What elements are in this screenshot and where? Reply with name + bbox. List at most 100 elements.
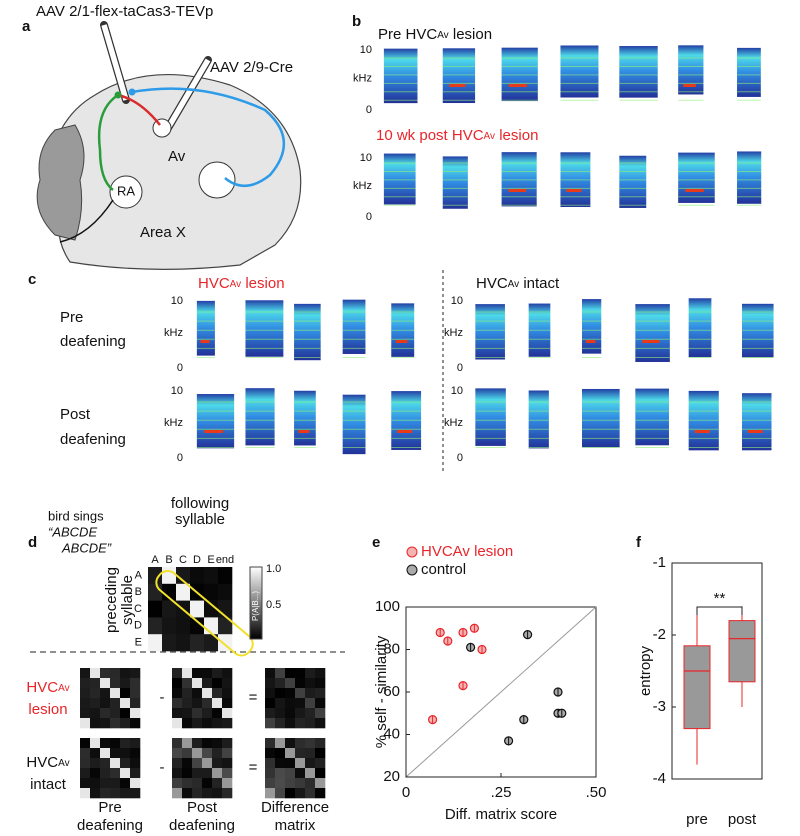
scale-bar [766, 453, 786, 456]
spectrogram-syllable [528, 390, 549, 449]
matrix-cell [218, 567, 233, 585]
matrix-cell [222, 738, 233, 749]
title-part: lesion [495, 127, 538, 144]
label: preceding [103, 567, 120, 633]
title: 10 wk post HVCAv lesion [376, 127, 538, 144]
matrix-cell [285, 778, 296, 789]
label: kHz [353, 180, 372, 192]
matrix-cell [90, 748, 101, 759]
spectrogram-peak [747, 430, 763, 433]
matrix-cell [275, 718, 286, 729]
matrix-cell [90, 688, 101, 699]
label: syllable [119, 575, 136, 625]
label: 60 [383, 683, 400, 700]
matrix-cell [192, 708, 203, 719]
label: b [352, 13, 361, 30]
matrix-cell [120, 778, 131, 789]
spectrogram-syllable [245, 388, 275, 446]
matrix-cell [172, 698, 183, 709]
scale-bar [412, 453, 432, 456]
label: end [216, 554, 234, 566]
matrix-cell [100, 738, 111, 749]
matrix-cell [222, 698, 233, 709]
label: .50 [586, 784, 607, 801]
matrix-cell [192, 688, 203, 699]
matrix-cell [285, 688, 296, 699]
matrix-cell [120, 788, 131, 799]
matrix-cell [202, 688, 213, 699]
label: kHz [164, 417, 183, 429]
matrix-cell [275, 758, 286, 769]
matrix-cell [172, 738, 183, 749]
label: deafening [60, 431, 126, 448]
matrix-cell [192, 768, 203, 779]
label: deafening [77, 817, 143, 834]
label: 0 [366, 104, 372, 116]
matrix-cell [285, 718, 296, 729]
matrix-cell [202, 748, 213, 759]
matrix-cell [148, 567, 163, 585]
matrix-cell [162, 617, 177, 635]
title: HVCAv lesion [198, 275, 285, 292]
matrix-cell [120, 708, 131, 719]
matrix-cell [204, 583, 219, 601]
matrix-cell [162, 567, 177, 585]
label: control [421, 561, 466, 578]
label: 1.0 [266, 563, 281, 575]
spectrogram-syllable [582, 388, 620, 448]
spectrogram-peak [298, 430, 310, 433]
spectrogram-syllable [196, 394, 235, 449]
spectrogram-syllable [245, 300, 284, 357]
label: kHz [444, 417, 463, 429]
matrix-cell [202, 698, 213, 709]
matrix-cell [265, 678, 276, 689]
matrix-cell [295, 698, 306, 709]
matrix-cell [265, 718, 276, 729]
matrix-cell [192, 748, 203, 759]
spectrogram-syllable [635, 388, 669, 446]
label: “ABCDE [48, 524, 97, 539]
label: A [151, 554, 159, 566]
title-part: intact [519, 275, 560, 292]
matrix-cell [275, 738, 286, 749]
matrix-cell [176, 567, 191, 585]
matrix-cell [190, 600, 205, 618]
label: Pre [98, 799, 121, 816]
matrix-cell [80, 668, 91, 679]
matrix-cell [265, 768, 276, 779]
label: -4 [653, 770, 666, 787]
box [728, 620, 756, 683]
spectrogram-peak [449, 84, 466, 87]
yellow-outline [155, 569, 254, 657]
matrix-cell [275, 778, 286, 789]
label: Area X [140, 224, 186, 241]
matrix-cell [148, 617, 163, 635]
label: E [135, 637, 142, 649]
title-part: Av [484, 131, 496, 142]
label: a [22, 18, 31, 35]
matrix-cell [315, 668, 326, 679]
label: B [165, 554, 172, 566]
label: - [160, 689, 165, 706]
label: c [28, 271, 36, 288]
label: A [135, 569, 143, 581]
matrix-cell [80, 788, 91, 799]
title-part: HVC [198, 275, 230, 292]
matrix-cell [305, 738, 316, 749]
matrix-cell [172, 758, 183, 769]
label: AAV 2/9-Cre [210, 59, 293, 76]
matrix-cell [222, 788, 233, 799]
matrix-cell [305, 748, 316, 759]
matrix-cell [110, 738, 121, 749]
matrix-cell [192, 668, 203, 679]
matrix-cell [212, 718, 223, 729]
spectrogram-syllable [678, 45, 704, 95]
matrix-cell [222, 688, 233, 699]
matrix-cell [182, 678, 193, 689]
title-part: Av [58, 758, 70, 769]
title-part: HVC [26, 679, 58, 696]
matrix-cell [190, 634, 205, 652]
title-part: Av [58, 683, 70, 694]
spectrogram-syllable [294, 303, 321, 361]
label: D [193, 554, 201, 566]
